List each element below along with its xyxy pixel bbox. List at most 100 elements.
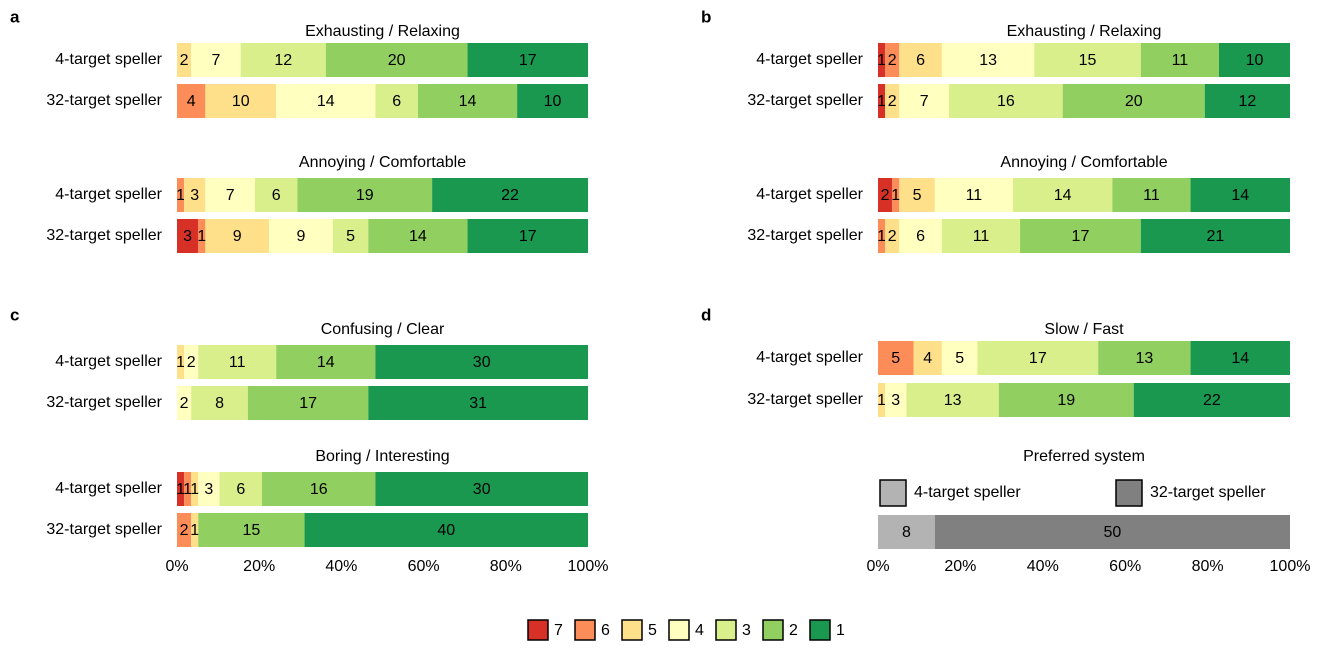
value-label: 10 — [544, 93, 562, 110]
value-label: 6 — [236, 481, 245, 498]
legend-label: 6 — [601, 622, 610, 639]
value-label: 3 — [204, 481, 213, 498]
x-tick-label: 20% — [944, 558, 976, 575]
row-label: 32-target speller — [46, 92, 162, 109]
bar-segment — [885, 84, 900, 118]
legend-label: 2 — [789, 622, 798, 639]
value-label: 13 — [1135, 350, 1153, 367]
bar-segment — [205, 178, 255, 212]
bar-segment — [949, 84, 1063, 118]
legend-label: 4-target speller — [914, 484, 1021, 501]
x-tick-label: 40% — [1027, 558, 1059, 575]
legend-label: 3 — [742, 622, 751, 639]
bar-segment — [941, 43, 1035, 77]
value-label: 6 — [916, 52, 925, 69]
legend-swatch — [715, 619, 737, 641]
value-label: 30 — [473, 354, 491, 371]
row-label: 32-target speller — [46, 521, 162, 538]
legend-swatch — [879, 479, 907, 507]
value-label: 12 — [1238, 93, 1256, 110]
bar-segment — [1062, 84, 1205, 118]
value-label: 14 — [317, 93, 335, 110]
bar-segment — [177, 472, 185, 506]
row-label: 4-target speller — [55, 480, 162, 497]
value-label: 11 — [966, 187, 983, 204]
bar-segment — [467, 219, 588, 253]
legend-swatch — [621, 619, 643, 641]
bar-segment — [878, 43, 886, 77]
value-label: 50 — [1104, 524, 1122, 541]
panel-label: c — [10, 305, 19, 324]
value-label: 1 — [176, 354, 185, 371]
legend-swatch — [762, 619, 784, 641]
value-label: 10 — [232, 93, 250, 110]
bar-segment — [304, 513, 588, 547]
value-label: 17 — [519, 228, 537, 245]
value-label: 17 — [299, 395, 317, 412]
chart-title: Boring / Interesting — [315, 448, 449, 465]
x-tick-label: 60% — [1109, 558, 1141, 575]
value-label: 11 — [1172, 52, 1189, 69]
bar-segment — [198, 345, 277, 379]
x-tick-label: 80% — [1192, 558, 1224, 575]
bar-segment — [332, 219, 369, 253]
value-label: 20 — [1125, 93, 1143, 110]
bar-segment — [467, 43, 588, 77]
bar-segment — [276, 84, 376, 118]
bar-segment — [1098, 341, 1191, 375]
bar-segment — [276, 345, 376, 379]
bar-segment — [977, 341, 1099, 375]
row-label: 4-target speller — [756, 186, 863, 203]
bar-segment — [184, 345, 199, 379]
bar-segment — [885, 219, 900, 253]
value-label: 4 — [187, 93, 196, 110]
bar-segment — [205, 84, 277, 118]
chart-title: Exhausting / Relaxing — [1007, 23, 1162, 40]
value-label: 1 — [891, 187, 900, 204]
bar-segment — [269, 219, 333, 253]
value-label: 3 — [891, 392, 900, 409]
value-label: 1 — [190, 481, 199, 498]
bar-segment — [1140, 219, 1290, 253]
bar-segment — [297, 178, 433, 212]
value-label: 20 — [388, 52, 406, 69]
bar-segment — [177, 386, 192, 420]
value-label: 14 — [1231, 350, 1249, 367]
value-label: 22 — [501, 187, 519, 204]
bar-segment — [899, 84, 950, 118]
bar-segment — [878, 84, 886, 118]
value-label: 17 — [1029, 350, 1047, 367]
value-label: 6 — [392, 93, 401, 110]
bar-segment — [177, 43, 192, 77]
chart-title: Confusing / Clear — [321, 321, 445, 338]
value-label: 1 — [877, 228, 886, 245]
bar-segment — [1140, 43, 1219, 77]
bar-segment — [375, 84, 418, 118]
bar-segment — [878, 178, 893, 212]
legend-swatch — [527, 619, 549, 641]
value-label: 3 — [190, 187, 199, 204]
panel-label: a — [10, 7, 20, 26]
row-label: 4-target speller — [55, 51, 162, 68]
value-label: 19 — [1057, 392, 1075, 409]
chart-title: Preferred system — [1023, 448, 1145, 465]
bar-segment — [899, 43, 942, 77]
x-tick-label: 100% — [568, 558, 609, 575]
value-label: 13 — [979, 52, 997, 69]
bar-segment — [191, 43, 241, 77]
bar-segment — [184, 472, 192, 506]
bar-segment — [998, 383, 1134, 417]
bar-segment — [885, 43, 900, 77]
x-tick-label: 0% — [165, 558, 188, 575]
value-label: 7 — [920, 93, 929, 110]
value-label: 13 — [944, 392, 962, 409]
legend-label: 5 — [648, 622, 657, 639]
value-label: 5 — [346, 228, 355, 245]
bar-segment — [262, 472, 376, 506]
bar-segment — [177, 84, 206, 118]
value-label: 10 — [1246, 52, 1264, 69]
bar-segment — [219, 472, 263, 506]
row-label: 4-target speller — [756, 349, 863, 366]
value-label: 14 — [1231, 187, 1249, 204]
bar-segment — [1034, 43, 1141, 77]
